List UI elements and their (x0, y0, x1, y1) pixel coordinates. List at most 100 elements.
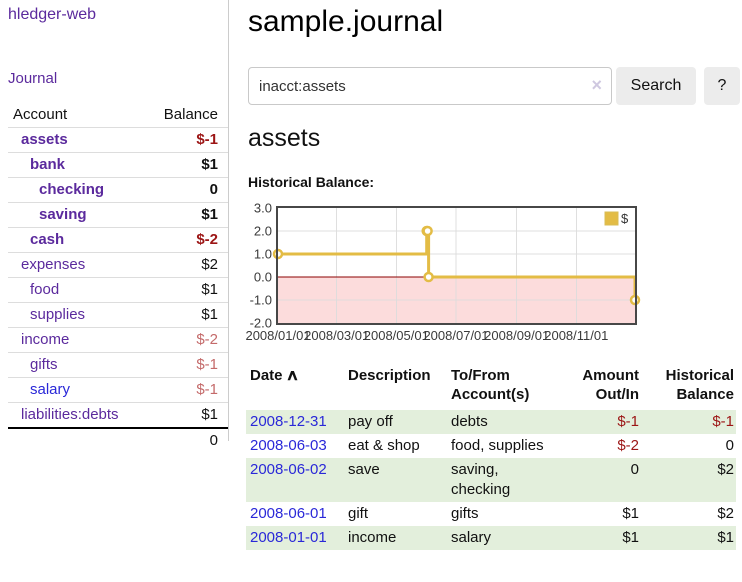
account-balance: $-2 (196, 231, 218, 248)
x-axis-tick-label: 2008/11/01 (544, 328, 608, 343)
chart-border (276, 206, 637, 325)
y-axis-tick-label: 0.0 (254, 270, 272, 285)
account-link-cash[interactable]: cash (30, 231, 65, 248)
account-row: saving $1 (8, 202, 228, 228)
account-link-bank[interactable]: bank (30, 156, 66, 173)
sidebar-divider (228, 0, 229, 441)
help-button[interactable]: ? (704, 67, 740, 105)
transaction-amount: $-2 (617, 437, 639, 454)
y-axis-tick-label: -1.0 (250, 293, 272, 308)
sort-ascending-icon: ∧ (285, 367, 299, 384)
transaction-description: save (348, 461, 380, 478)
transaction-balance: 0 (725, 437, 734, 454)
account-link-expenses[interactable]: expenses (21, 256, 86, 273)
historical-balance-chart: 3.0 2.0 1.0 0.0 -1.0 -2.0 2008/01/01 2008/03/01… (245, 200, 648, 348)
account-row: supplies $1 (8, 302, 228, 328)
account-link-assets[interactable]: assets (21, 131, 68, 148)
account-balance: 0 (209, 181, 218, 198)
transaction-date-link[interactable]: 2008-06-01 (250, 505, 327, 522)
search-button[interactable]: Search (616, 67, 696, 105)
account-row: cash $-2 (8, 227, 228, 253)
transaction-balance: $2 (717, 461, 734, 478)
transaction-description: gift (348, 505, 369, 522)
transaction-accounts: food, supplies (451, 437, 544, 454)
account-balance: $1 (201, 406, 218, 423)
transaction-accounts: saving, checking (451, 461, 511, 498)
account-link-saving[interactable]: saving (39, 206, 87, 223)
accounts-total-balance: 0 (209, 432, 218, 449)
account-row: assets $-1 (8, 127, 228, 153)
chart-label: Historical Balance: (248, 174, 375, 190)
account-balance: $1 (201, 156, 218, 173)
transaction-balance: $2 (717, 505, 734, 522)
y-axis-tick-label: 2.0 (254, 224, 272, 239)
account-row: salary $-1 (8, 377, 228, 403)
transaction-description: income (348, 529, 397, 546)
chart-point (422, 225, 433, 237)
transaction-date-link[interactable]: 2008-06-02 (250, 461, 327, 478)
account-link-checking[interactable]: checking (39, 181, 105, 198)
y-axis-tick-label: 1.0 (254, 247, 272, 262)
table-row: 2008-06-01 gift gifts $1 $2 (246, 502, 736, 526)
chart-svg: 3.0 2.0 1.0 0.0 -1.0 -2.02008/01/012008/03/01… (245, 201, 641, 343)
transaction-amount: $-1 (617, 413, 639, 430)
account-column-header: Account (13, 106, 68, 123)
search-input[interactable] (248, 67, 612, 105)
account-balance: $2 (201, 256, 218, 273)
transaction-amount: $1 (622, 529, 639, 546)
transaction-accounts: salary (451, 529, 492, 546)
transaction-balance: $-1 (712, 413, 734, 430)
account-row: gifts $-1 (8, 352, 228, 378)
y-axis-tick-label: -2.0 (250, 316, 272, 331)
sidebar-item-journal[interactable]: Journal (8, 70, 58, 87)
transaction-amount: 0 (630, 461, 639, 478)
transaction-date-link[interactable]: 2008-06-03 (250, 437, 327, 454)
account-link-food[interactable]: food (30, 281, 60, 298)
account-link-supplies[interactable]: supplies (30, 306, 86, 323)
transaction-description: eat & shop (348, 437, 420, 454)
table-row: 2008-12-31 pay off debts $-1 $-1 (246, 410, 736, 434)
search-input-wrapper: × (248, 67, 612, 105)
account-balance: $-2 (196, 331, 218, 348)
x-axis-tick-label: 2008/05/01 (364, 328, 429, 343)
date-header-label: Date (250, 367, 283, 384)
accounts-column-header: To/From Account(s) (451, 367, 530, 403)
transaction-date-link[interactable]: 2008-12-31 (250, 413, 327, 430)
search-bar: × Search ? (248, 67, 740, 105)
account-balance: $-1 (196, 381, 218, 398)
page-title: sample.journal (248, 5, 444, 38)
account-link-gifts[interactable]: gifts (30, 356, 58, 373)
accounts-total-row: 0 (8, 428, 228, 453)
account-page-title: assets (248, 124, 321, 152)
table-row: 2008-01-01 income salary $1 $1 (246, 526, 736, 550)
account-row: bank $1 (8, 152, 228, 178)
account-balance: $1 (201, 281, 218, 298)
account-link-income[interactable]: income (21, 331, 70, 348)
accounts-header-row: Account Balance (8, 104, 228, 128)
account-balance: $-1 (196, 356, 218, 373)
clear-search-icon[interactable]: × (591, 75, 602, 95)
legend-label: $ (621, 211, 629, 226)
description-column-header: Description (348, 367, 431, 384)
balance-column-header: Balance (163, 106, 218, 123)
accounts-tree-table: Account Balance assets $-1 bank $1 check… (8, 104, 228, 453)
table-row: 2008-06-02 save saving, checking 0 $2 (246, 458, 736, 502)
table-row: 2008-06-03 eat & shop food, supplies $-2… (246, 434, 736, 458)
chart-point (423, 271, 434, 283)
account-balance: $-1 (196, 131, 218, 148)
x-axis-tick-label: 2008/01/01 (245, 328, 310, 343)
y-axis-tick-label: 3.0 (254, 201, 272, 216)
transaction-description: pay off (348, 413, 393, 430)
register-header-row: Date ∧ Description To/From Account(s) Amo… (246, 362, 736, 410)
account-row: income $-2 (8, 327, 228, 353)
date-column-header[interactable]: Date ∧ (246, 362, 344, 410)
account-link-liabilities-debts[interactable]: liabilities:debts (21, 406, 119, 423)
legend-swatch (604, 211, 619, 226)
transaction-date-link[interactable]: 2008-01-01 (250, 529, 327, 546)
app-title-link[interactable]: hledger-web (8, 6, 97, 23)
amount-column-header: Amount Out/In (582, 367, 639, 403)
transaction-amount: $1 (622, 505, 639, 522)
account-link-salary[interactable]: salary (30, 381, 71, 398)
account-balance: $1 (201, 206, 218, 223)
